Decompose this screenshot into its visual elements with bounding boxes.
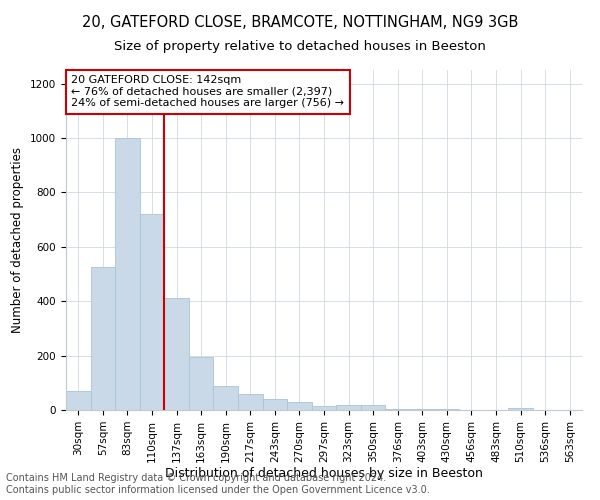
Bar [164,298,189,410]
Bar [214,386,238,410]
Bar [189,357,214,410]
Bar [115,138,140,410]
Bar [140,214,164,410]
Bar [238,394,263,410]
Bar [361,404,385,410]
Bar [91,267,115,410]
Text: 20, GATEFORD CLOSE, BRAMCOTE, NOTTINGHAM, NG9 3GB: 20, GATEFORD CLOSE, BRAMCOTE, NOTTINGHAM… [82,15,518,30]
Bar [287,402,312,410]
Bar [508,408,533,410]
Bar [312,406,336,410]
Text: Contains HM Land Registry data © Crown copyright and database right 2024.
Contai: Contains HM Land Registry data © Crown c… [6,474,430,495]
Text: 20 GATEFORD CLOSE: 142sqm
← 76% of detached houses are smaller (2,397)
24% of se: 20 GATEFORD CLOSE: 142sqm ← 76% of detac… [71,75,344,108]
Bar [263,399,287,410]
Bar [66,391,91,410]
X-axis label: Distribution of detached houses by size in Beeston: Distribution of detached houses by size … [165,468,483,480]
Text: Size of property relative to detached houses in Beeston: Size of property relative to detached ho… [114,40,486,53]
Bar [336,404,361,410]
Y-axis label: Number of detached properties: Number of detached properties [11,147,25,333]
